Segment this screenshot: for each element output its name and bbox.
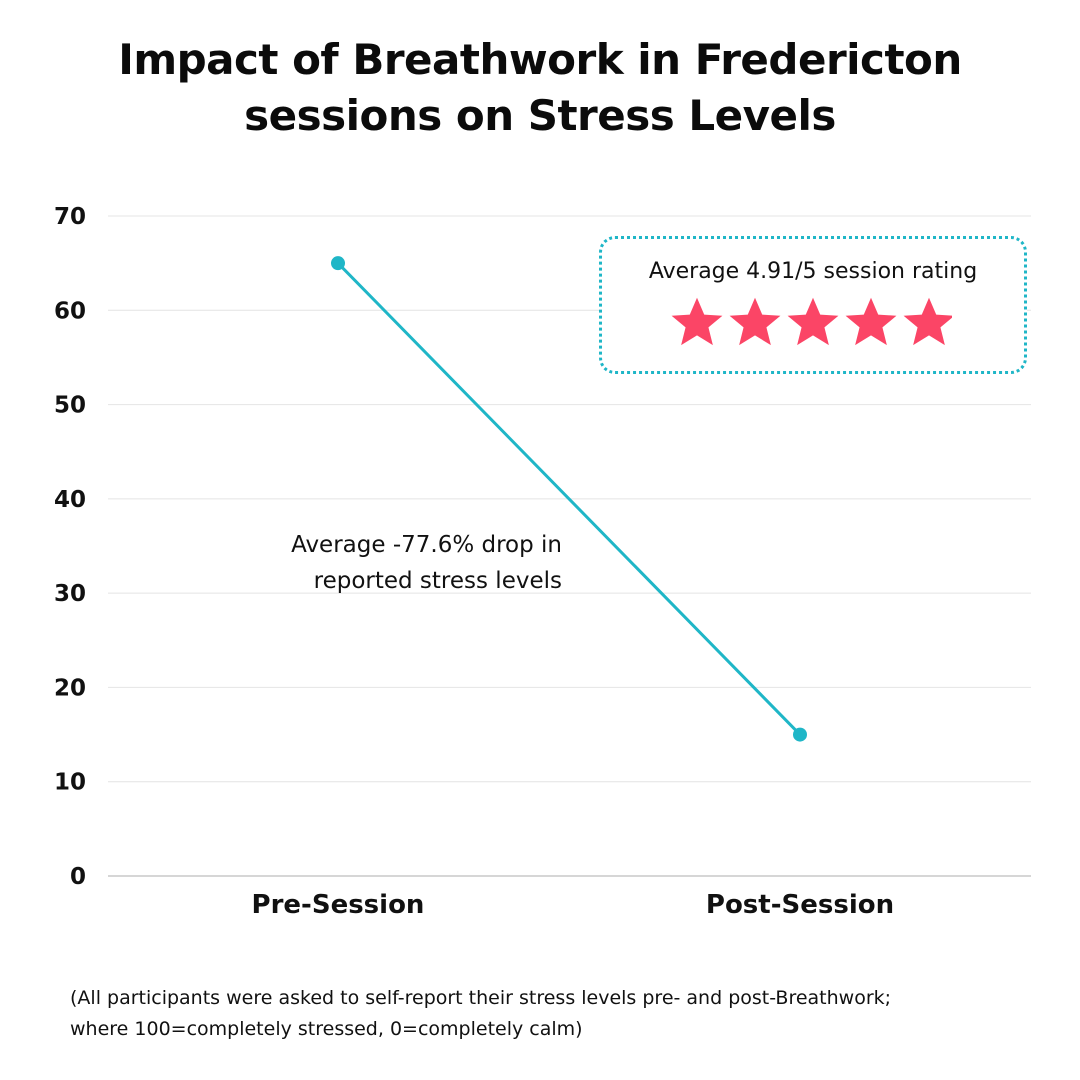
y-tick-label: 70 xyxy=(54,204,86,230)
y-tick-label: 50 xyxy=(54,393,86,419)
star-icon xyxy=(787,297,839,346)
y-tick-label: 30 xyxy=(54,581,86,607)
footnote-line-2: where 100=completely stressed, 0=complet… xyxy=(70,1018,583,1040)
footnote-line-1: (All participants were asked to self-rep… xyxy=(70,987,892,1009)
chart-title-line-1: Impact of Breathwork in Fredericton xyxy=(118,35,962,84)
x-tick-label: Post-Session xyxy=(706,890,894,920)
data-point xyxy=(793,727,807,742)
chart-title-line-2: sessions on Stress Levels xyxy=(244,91,836,140)
y-axis-ticks: 0 10 20 30 40 50 60 70 xyxy=(54,204,86,890)
star-icon xyxy=(729,297,781,346)
star-icon xyxy=(903,297,952,346)
data-point xyxy=(331,256,345,271)
x-tick-label: Pre-Session xyxy=(252,890,425,920)
series-line xyxy=(336,262,802,736)
y-tick-label: 10 xyxy=(54,770,86,796)
stress-drop-annotation-line-2: reported stress levels xyxy=(314,568,562,594)
session-rating-text: Average 4.91/5 session rating xyxy=(648,259,978,284)
star-icon xyxy=(671,297,723,346)
footnote: (All participants were asked to self-rep… xyxy=(70,983,1030,1045)
y-tick-label: 0 xyxy=(70,864,86,890)
y-tick-label: 20 xyxy=(54,675,86,701)
x-axis-ticks: Pre-Session Post-Session xyxy=(252,890,895,920)
y-tick-label: 60 xyxy=(54,298,86,324)
y-tick-label: 40 xyxy=(54,487,86,513)
chart-title: Impact of Breathwork in Fredericton sess… xyxy=(40,32,1040,144)
stress-drop-annotation-line-1: Average -77.6% drop in xyxy=(291,532,562,558)
star-rating xyxy=(602,295,1024,355)
series-layer xyxy=(331,256,807,742)
session-rating-box: Average 4.91/5 session rating xyxy=(599,236,1027,374)
star-icon xyxy=(845,297,897,346)
